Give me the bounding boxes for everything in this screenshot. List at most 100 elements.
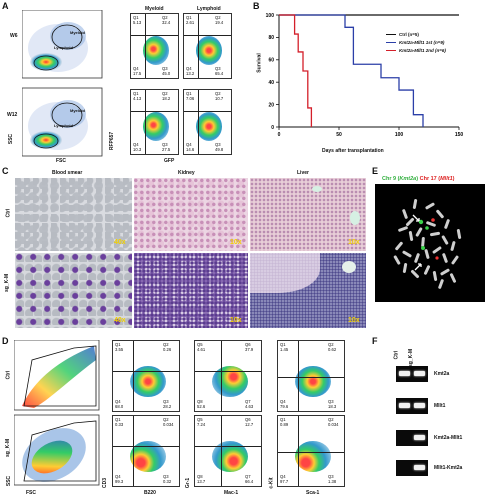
flow-plot: Q1 2.61 Q2 19.4 Q4 13.2 Q3 65.4 [183, 13, 232, 79]
chromosome [405, 217, 415, 227]
band-mllt1-sgkm [414, 403, 425, 408]
y-tick-label: 40 [268, 80, 274, 86]
quadrant-value-q4: Q8 52.6 [197, 399, 206, 409]
axis-fsc-d: FSC [26, 490, 36, 496]
mag-label-4: 40x [114, 317, 126, 324]
quadrant-line-v [133, 416, 134, 486]
chromosome [438, 279, 444, 289]
quadrant-value-q4: Q4 13.2 [186, 66, 195, 76]
histo-liver-sgkm [250, 253, 366, 328]
quadrant-value-q3: Q3 1.38 [328, 474, 337, 484]
chromosome [450, 241, 456, 251]
quadrant-value-q3: Q7 66.4 [245, 474, 254, 484]
legend-label-2nd: Kmt2a-Mllt1 2nd (n=6) [399, 47, 446, 53]
band-fusion2-ctrl [399, 465, 410, 470]
y-tick-label: 100 [266, 13, 275, 19]
chromosome [440, 268, 450, 276]
row-label-w6: W6 [10, 33, 18, 39]
gel-label-kmt2a-mllt1: Kmt2a-Mllt1 [434, 435, 463, 441]
quadrant-line-v [133, 341, 134, 411]
quadrant-value-q2: Q2 0.26 [163, 342, 172, 352]
flow-plot: Q5 7.24 Q6 12.7 Q8 13.7 Q7 66.4 [194, 415, 262, 487]
chromosome [424, 249, 430, 259]
panel-letter-a: A [2, 1, 9, 11]
chromosome [444, 219, 450, 229]
quadrant-value-q1: Q1 7.06 [186, 91, 195, 101]
quadrant-value-q1: Q1 5.13 [133, 15, 142, 25]
quadrant-line-h [113, 371, 179, 372]
quadrant-value-q2: Q2 10.7 [215, 91, 224, 101]
gate-label-lymphoid: Lymphoid [54, 45, 73, 50]
flow-density [294, 440, 331, 472]
quadrant-value-q1: Q1 0.89 [280, 417, 289, 427]
mag-label-2: 10x [230, 239, 242, 246]
gel-label-mllt1-kmt2a: Mllt1-Kmt2a [434, 465, 463, 471]
quadrant-value-q1: Q1 2.61 [186, 15, 195, 25]
panel-a-scatter-plots [22, 10, 103, 157]
axis-gr1-d: Gr-1 [185, 477, 192, 489]
gel-row-mllt1 [396, 398, 428, 414]
axis-b220-d: B220 [144, 490, 156, 496]
chromosome [430, 231, 440, 237]
liver-vessel-2 [350, 211, 360, 225]
quadrant-line-h [113, 446, 179, 447]
d-row-sgkm: sg_K-M [5, 438, 12, 458]
col-header-myeloid: Myeloid [145, 6, 164, 12]
panel-d-scatter-plots [14, 340, 100, 486]
quadrant-value-q4: Q4 10.3 [133, 142, 142, 152]
x-tick-label: 100 [395, 132, 404, 138]
quadrant-value-q4: Q4 79.6 [280, 399, 289, 409]
quadrant-line-h [195, 446, 261, 447]
quadrant-value-q2: Q6 12.7 [245, 417, 254, 427]
quadrant-line-h [278, 452, 344, 453]
quadrant-value-q1: Q1 4.13 [133, 91, 142, 101]
legend-label-ctrl: Ctrl (n=5) [399, 31, 419, 37]
chromosome [436, 209, 444, 219]
chromosome [402, 250, 412, 258]
quadrant-value-q4: Q4 68.0 [115, 399, 124, 409]
quadrant-value-q3: Q7 4.63 [245, 399, 254, 409]
flow-plot: Q5 4.61 Q6 37.9 Q8 52.6 Q7 4.63 [194, 340, 262, 412]
histo-blood-ctrl [15, 178, 132, 251]
quadrant-line-h [184, 35, 231, 36]
quadrant-value-q4: Q4 17.5 [133, 66, 142, 76]
histo-liver-ctrl [250, 178, 366, 251]
quadrant-line-h [184, 111, 231, 112]
flow-plot: Q1 1.45 Q2 0.62 Q4 79.6 Q3 18.3 [277, 340, 345, 412]
survival-line-1 [279, 14, 424, 127]
row-label-w12: W12 [7, 112, 18, 118]
quadrant-value-q2: Q6 37.9 [245, 342, 254, 352]
gel-lane-ctrl: Ctrl [393, 350, 400, 360]
chromosome [402, 263, 408, 273]
band-kmt2a-ctrl [399, 371, 410, 376]
band-fusion1-ctrl [399, 435, 410, 440]
gate-label-myeloid-2: Myeloid [70, 108, 85, 113]
fish-close9: ) [416, 176, 419, 182]
gel-row-mllt1-kmt2a [396, 460, 428, 476]
chromosome [402, 209, 408, 219]
histo-kidney-sgkm [134, 253, 248, 328]
band-fusion2-sgkm [414, 465, 425, 470]
quadrant-line-v [298, 416, 299, 486]
quadrant-value-q3: Q3 45.0 [162, 66, 171, 76]
d-scatter-sgkm [14, 414, 100, 486]
chromosome [449, 273, 457, 283]
quadrant-value-q1: Q5 4.61 [197, 342, 206, 352]
chromosome [414, 253, 420, 263]
x-tick-label: 150 [455, 132, 464, 138]
axis-rfp-a: RFP657 [109, 131, 116, 151]
panel-letter-c: C [2, 166, 9, 176]
band-mllt1-ctrl [399, 403, 410, 408]
gel-label-mllt1: Mllt1 [434, 403, 446, 409]
chromosome [415, 227, 423, 237]
chromosome [425, 202, 435, 210]
col-header-lymphoid: Lymphoid [197, 6, 221, 12]
quadrant-value-q3: Q3 28.2 [163, 399, 172, 409]
x-tick-label: 0 [278, 132, 281, 138]
quadrant-line-h [195, 371, 261, 372]
a-scatter-w6 [22, 10, 103, 79]
flow-density [211, 440, 248, 472]
quadrant-value-q2: Q2 32.4 [162, 15, 171, 25]
y-tick-label: 0 [271, 125, 274, 131]
y-tick-label: 60 [268, 58, 274, 64]
